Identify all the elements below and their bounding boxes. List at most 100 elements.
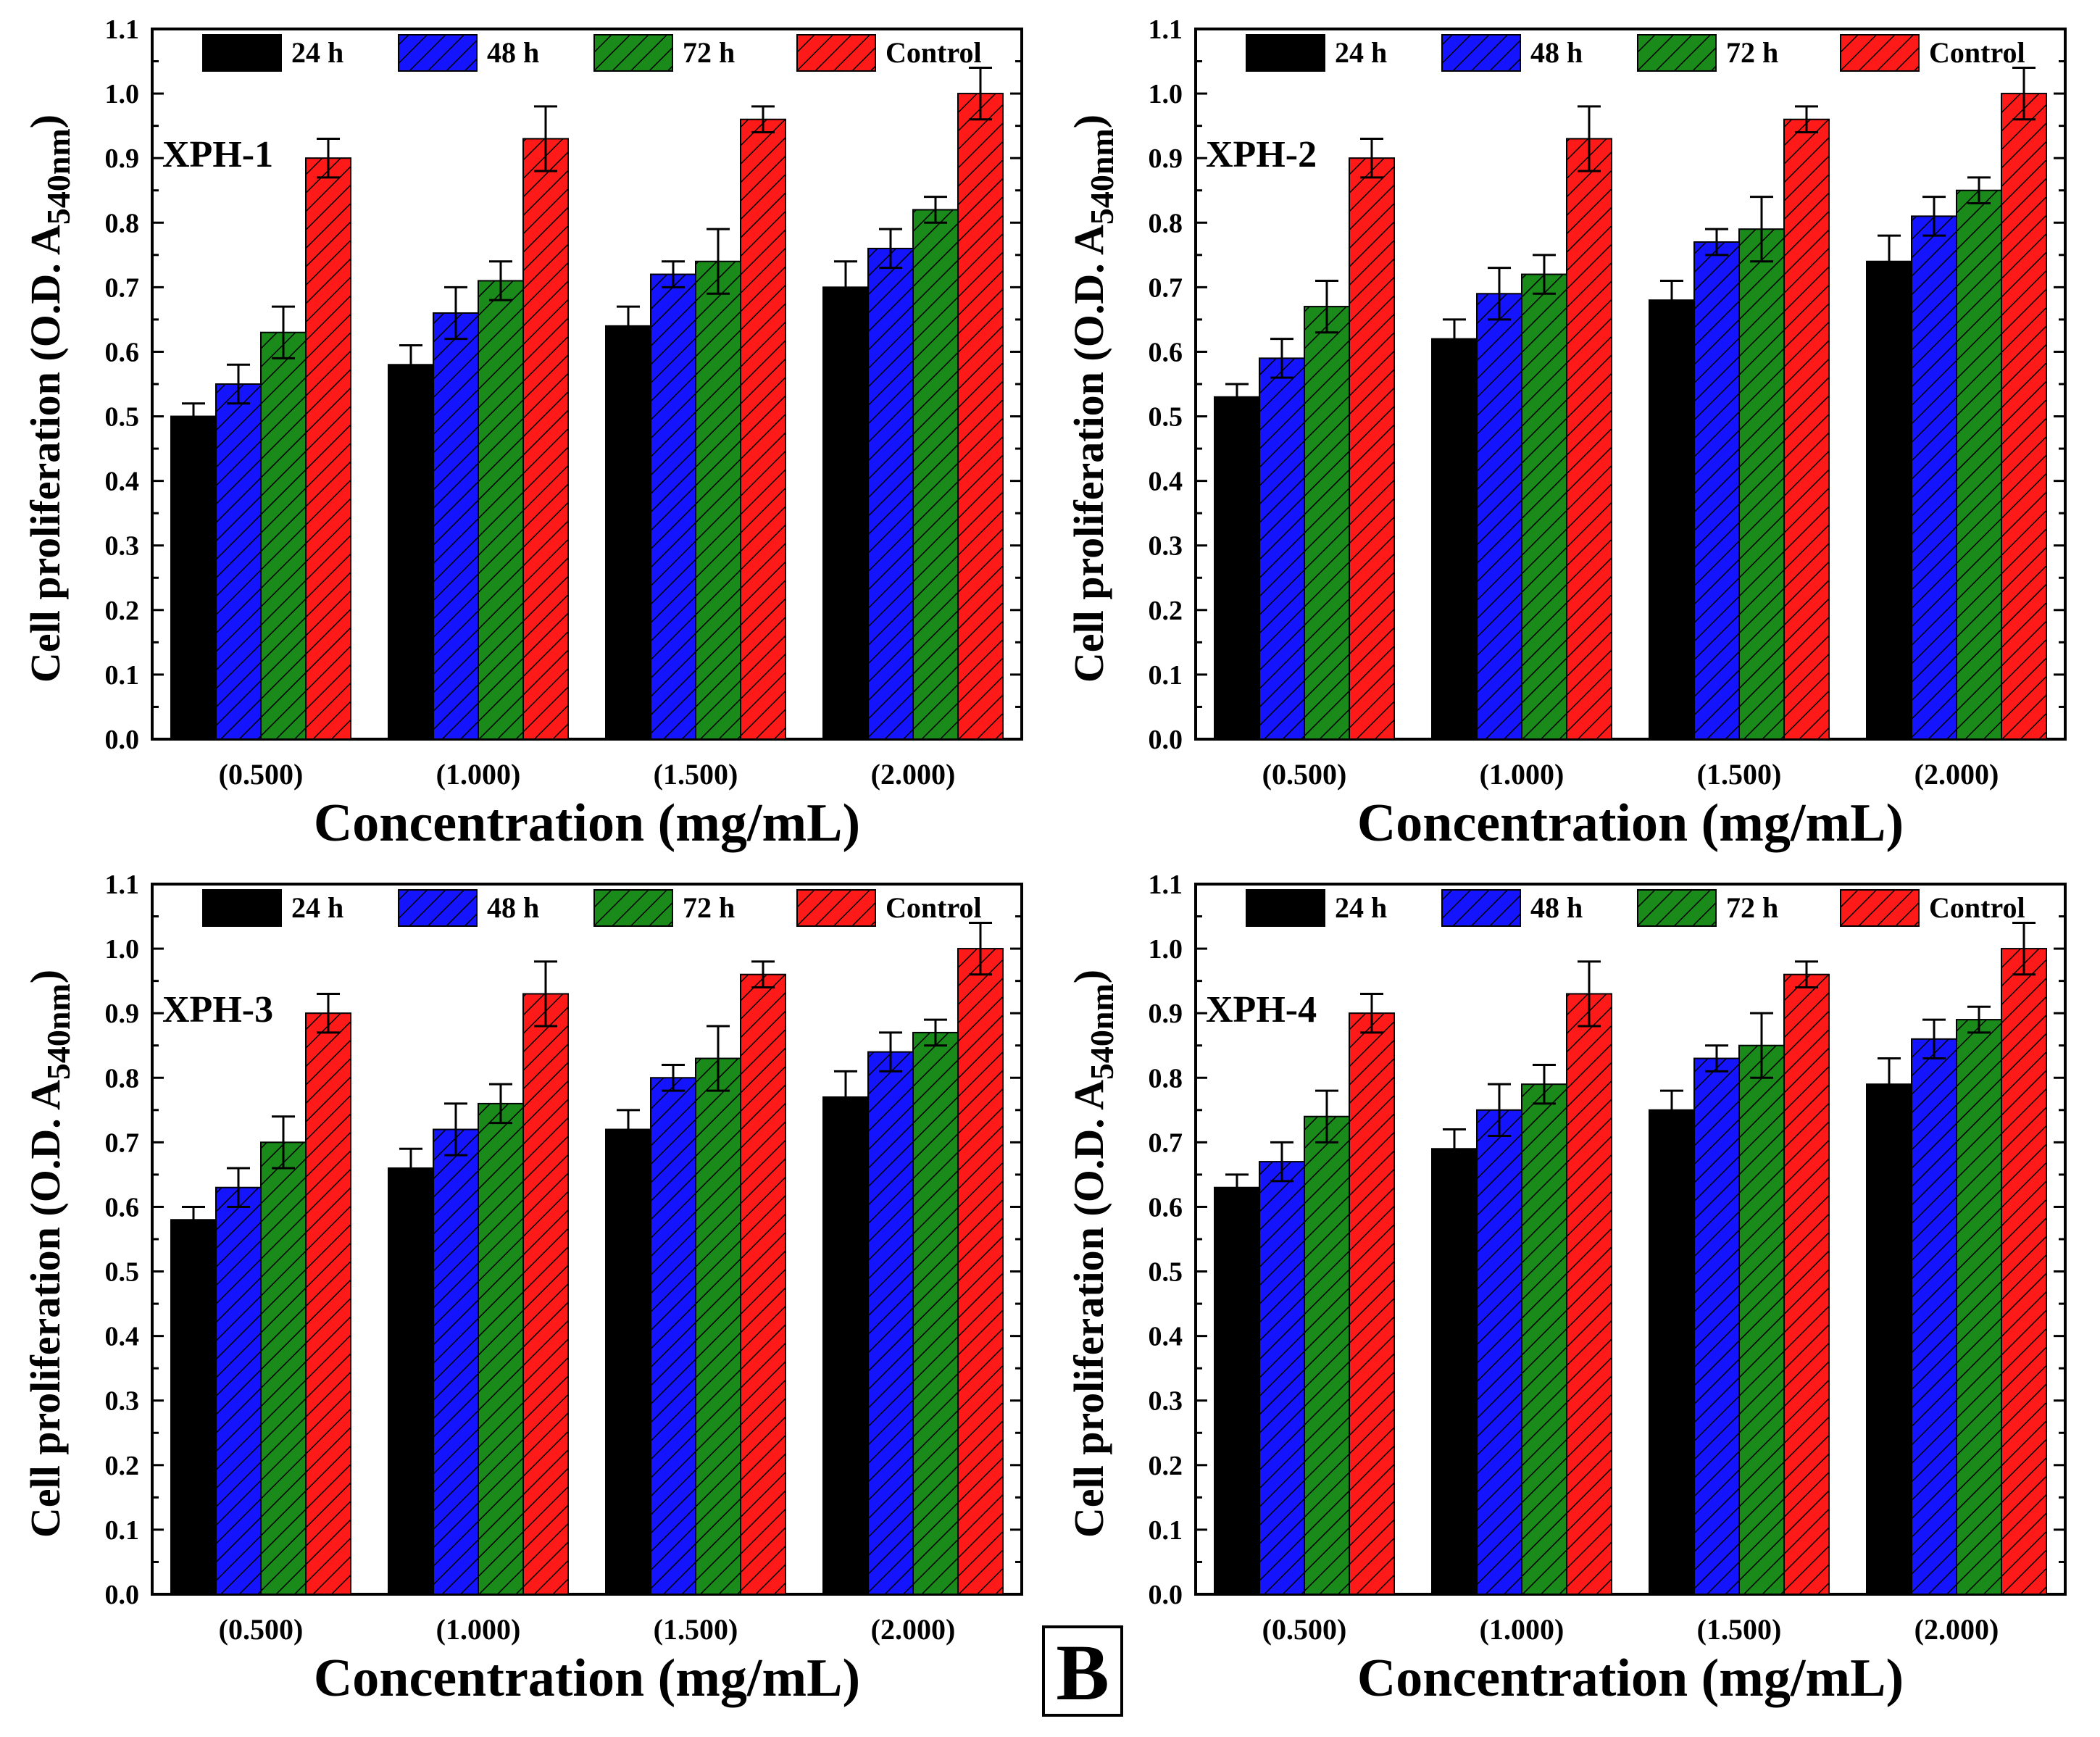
x-tick-label: (1.500) (1697, 758, 1782, 791)
x-tick-label: (2.000) (1914, 758, 1999, 791)
y-tick-label: 0.4 (1149, 467, 1183, 497)
bar-72-h (1304, 1115, 1350, 1595)
bar-control (1566, 993, 1612, 1596)
x-tick-label: (1.500) (654, 1613, 738, 1646)
legend-label: 48 h (487, 891, 539, 924)
legend-label: 48 h (1530, 36, 1583, 69)
y-tick-label: 0.1 (1149, 1515, 1183, 1546)
y-tick-label: 0.3 (105, 531, 140, 562)
legend-swatch-72-h (1637, 34, 1717, 72)
bar-control (522, 138, 569, 741)
bar-control (1349, 157, 1395, 740)
legend-swatch-24-h (202, 889, 282, 927)
legend-label: 24 h (291, 891, 343, 924)
legend-swatch-48-h (1441, 34, 1521, 72)
legend-swatch-control (1840, 34, 1920, 72)
legend-label: 48 h (1530, 891, 1583, 924)
bar-control (2001, 93, 2047, 741)
y-tick-label: 0.2 (105, 1451, 140, 1481)
y-tick-label: 0.0 (1149, 725, 1183, 755)
y-tick-label: 0.6 (105, 337, 140, 367)
x-axis-label: Concentration (mg/mL) (314, 793, 860, 853)
chart-panel-4: 0.0 0.1 0.2 0.3 0.4 0.5 0.6 0.7 0.8 0.9 1.0 1.1 Cell… (1065, 870, 2067, 1708)
bar-48-h (433, 1128, 479, 1595)
y-tick-label: 0.9 (1149, 999, 1183, 1029)
bar-48-h (867, 1051, 914, 1595)
legend-swatch-72-h (593, 889, 673, 927)
bar-48-h (1693, 241, 1740, 740)
bar-48-h (867, 247, 914, 740)
legend-swatch-72-h (1637, 889, 1717, 927)
y-tick-label: 0.2 (1149, 1451, 1183, 1481)
bar-72-h (478, 280, 524, 741)
x-tick-label: (0.500) (219, 758, 304, 791)
bar-control (1566, 138, 1612, 741)
y-axis-label: Cell proliferation (O.D. A540nm) (22, 114, 77, 683)
y-tick-label: 1.1 (1149, 870, 1183, 900)
y-tick-label: 0.9 (1149, 143, 1183, 174)
y-tick-label: 0.3 (105, 1386, 140, 1417)
x-axis-label: Concentration (mg/mL) (314, 1649, 860, 1708)
y-tick-label: 0.5 (105, 1257, 140, 1288)
legend-label: Control (886, 36, 982, 69)
bar-48-h (215, 1186, 262, 1595)
y-tick-label: 0.8 (1149, 208, 1183, 238)
x-tick-label: (1.000) (1480, 1613, 1564, 1646)
legend-label: 72 h (1726, 891, 1778, 924)
y-tick-label: 0.4 (105, 467, 140, 497)
chart-panels: 0.0 0.1 0.2 0.3 0.4 0.5 0.6 0.7 0.8 0.9 1.0 1.1 Cell… (22, 14, 2067, 1708)
x-tick-label: (1.500) (654, 758, 738, 791)
y-tick-label: 0.4 (1149, 1322, 1183, 1352)
y-tick-label: 0.1 (105, 1515, 140, 1546)
x-tick-label: (0.500) (219, 1613, 304, 1646)
legend-swatch-control (796, 889, 876, 927)
bar-48-h (1259, 1161, 1305, 1596)
bar-72-h (1956, 1019, 2002, 1596)
bar-24-h (1431, 1148, 1478, 1596)
legend-label: Control (886, 891, 982, 924)
legend-swatch-48-h (398, 34, 478, 72)
bar-48-h (1911, 1038, 1957, 1595)
bar-control (740, 118, 786, 740)
figure-label-frame (1042, 1625, 1123, 1717)
bar-72-h (912, 209, 959, 741)
bar-control (957, 93, 1004, 741)
bar-48-h (1259, 357, 1305, 740)
chart-panel-2: 0.0 0.1 0.2 0.3 0.4 0.5 0.6 0.7 0.8 0.9 1.0 1.1 Cell… (1065, 14, 2067, 853)
x-tick-label: (0.500) (1262, 758, 1347, 791)
bar-control (740, 973, 786, 1595)
bar-24-h (388, 1167, 434, 1595)
bar-24-h (1649, 1109, 1695, 1595)
bar-48-h (433, 312, 479, 740)
bar-control (2001, 948, 2047, 1596)
x-tick-label: (2.000) (871, 758, 956, 791)
x-tick-label: (1.000) (436, 1613, 521, 1646)
bar-24-h (1214, 1186, 1260, 1595)
bar-48-h (1476, 293, 1522, 741)
legend-label: 24 h (1335, 36, 1387, 69)
bar-72-h (912, 1031, 959, 1595)
bar-24-h (1866, 1083, 1912, 1595)
bar-72-h (260, 331, 307, 740)
y-tick-label: 0.2 (1149, 596, 1183, 626)
bar-control (1783, 973, 1830, 1595)
panel-label: XPH-4 (1206, 989, 1317, 1030)
bar-control (305, 157, 351, 740)
bar-48-h (650, 1077, 696, 1596)
bar-24-h (822, 1096, 869, 1595)
y-tick-label: 1.1 (105, 14, 140, 45)
bar-24-h (170, 1219, 217, 1596)
bar-control (305, 1012, 351, 1595)
y-tick-label: 0.7 (1149, 1128, 1183, 1158)
legend-swatch-48-h (398, 889, 478, 927)
y-tick-label: 0.3 (1149, 1386, 1183, 1417)
y-tick-label: 0.5 (1149, 1257, 1183, 1288)
y-tick-label: 0.1 (105, 660, 140, 691)
chart-panel-1: 0.0 0.1 0.2 0.3 0.4 0.5 0.6 0.7 0.8 0.9 1.0 1.1 Cell… (22, 14, 1023, 853)
legend-label: Control (1929, 36, 2025, 69)
chart-panel-3: 0.0 0.1 0.2 0.3 0.4 0.5 0.6 0.7 0.8 0.9 1.0 1.1 Cell… (22, 870, 1023, 1708)
legend-label: 72 h (1726, 36, 1778, 69)
x-tick-label: (1.500) (1697, 1613, 1782, 1646)
bar-24-h (822, 286, 869, 740)
legend-swatch-24-h (1246, 34, 1325, 72)
